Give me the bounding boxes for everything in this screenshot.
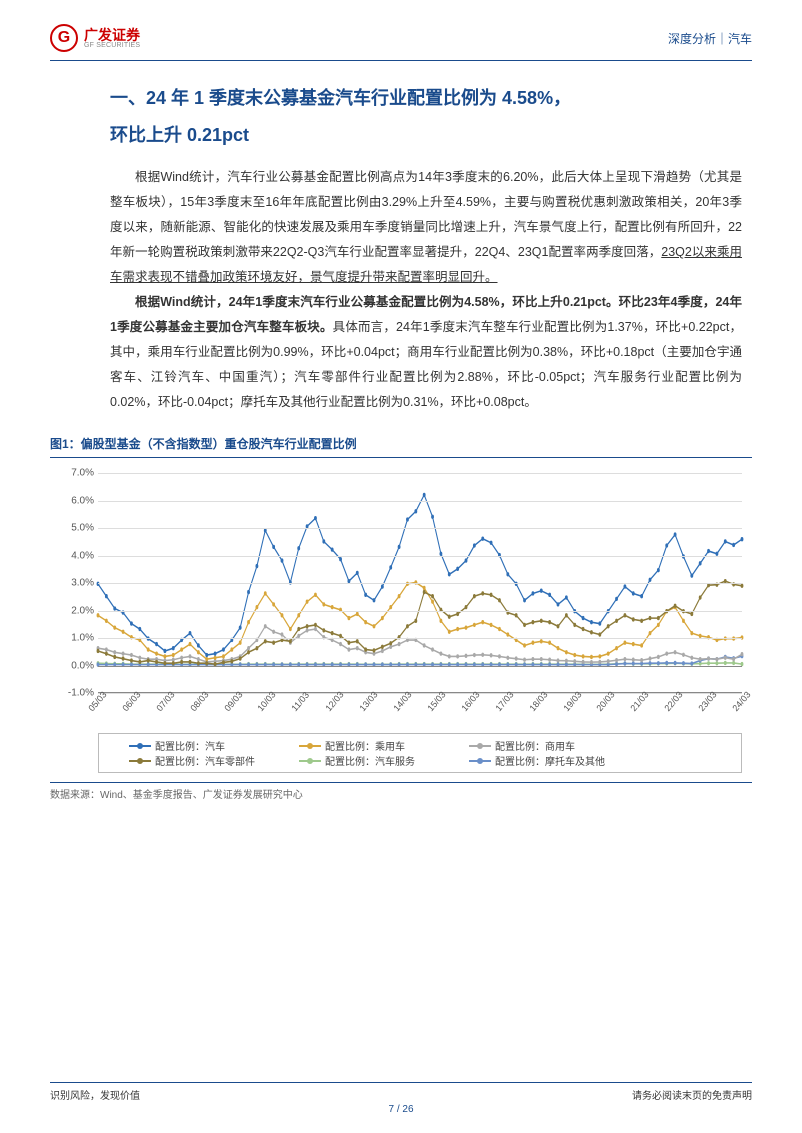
legend-swatch-icon: [469, 757, 491, 765]
legend-label: 配置比例：汽车: [155, 738, 225, 753]
y-tick-label: 5.0%: [71, 523, 94, 534]
legend-label: 配置比例：商用车: [495, 738, 575, 753]
header-category: 深度分析｜汽车: [668, 30, 752, 47]
x-tick-label: 18/03: [527, 690, 549, 714]
grid-line: [98, 611, 742, 612]
x-tick-label: 22/03: [663, 690, 685, 714]
figure-title: 图1：偏股型基金（不含指数型）重仓股汽车行业配置比例: [50, 435, 752, 458]
y-tick-label: 7.0%: [71, 468, 94, 479]
x-tick-label: 17/03: [493, 690, 515, 714]
y-tick-label: -1.0%: [68, 688, 94, 699]
y-tick-label: 2.0%: [71, 605, 94, 616]
legend-swatch-icon: [129, 742, 151, 750]
x-tick-label: 06/03: [120, 690, 142, 714]
page-header: G 广发证券 GF SECURITIES 深度分析｜汽车: [0, 0, 802, 60]
footer-left: 识别风险，发现价值: [50, 1087, 140, 1102]
section-heading-line1: 一、24 年 1 季度末公募基金汽车行业配置比例为 4.58%，: [110, 81, 742, 115]
legend-label: 配置比例：汽车服务: [325, 753, 415, 768]
grid-line: [98, 501, 742, 502]
x-tick-label: 21/03: [629, 690, 651, 714]
legend-item: 配置比例：商用车: [469, 738, 619, 753]
legend-swatch-icon: [299, 757, 321, 765]
plot-area: [98, 473, 742, 693]
footer-divider: [50, 1082, 752, 1083]
legend-label: 配置比例：摩托车及其他: [495, 753, 605, 768]
legend-item: 配置比例：摩托车及其他: [469, 753, 619, 768]
grid-line: [98, 528, 742, 529]
x-tick-label: 08/03: [188, 690, 210, 714]
figure-source: 数据来源：Wind、基金季度报告、广发证券发展研究中心: [50, 782, 752, 801]
figure-block: 图1：偏股型基金（不含指数型）重仓股汽车行业配置比例 -1.0% 0.0% 1.0%…: [50, 435, 752, 801]
legend-swatch-icon: [299, 742, 321, 750]
grid-line: [98, 556, 742, 557]
legend-item: 配置比例：汽车零部件: [129, 753, 279, 768]
x-tick-label: 15/03: [425, 690, 447, 714]
legend-label: 配置比例：汽车零部件: [155, 753, 255, 768]
grid-line: [98, 583, 742, 584]
legend-swatch-icon: [469, 742, 491, 750]
x-tick-label: 20/03: [595, 690, 617, 714]
x-tick-label: 07/03: [154, 690, 176, 714]
y-tick-label: 6.0%: [71, 495, 94, 506]
x-tick-label: 19/03: [561, 690, 583, 714]
x-axis: 05/0306/0307/0308/0309/0310/0311/0312/03…: [98, 693, 742, 723]
x-tick-label: 09/03: [222, 690, 244, 714]
x-tick-label: 23/03: [697, 690, 719, 714]
logo-text: 广发证券 GF SECURITIES: [84, 28, 140, 49]
legend-item: 配置比例：汽车: [129, 738, 279, 753]
grid-line: [98, 473, 742, 474]
footer-row: 识别风险，发现价值 请务必阅读末页的免责声明: [50, 1087, 752, 1102]
legend-item: 配置比例：乘用车: [299, 738, 449, 753]
x-tick-label: 12/03: [324, 690, 346, 714]
grid-line: [98, 666, 742, 667]
x-tick-label: 14/03: [391, 690, 413, 714]
logo-mark-icon: G: [50, 24, 78, 52]
legend-label: 配置比例：乘用车: [325, 738, 405, 753]
y-tick-label: 0.0%: [71, 660, 94, 671]
chart-legend: 配置比例：汽车 配置比例：乘用车 配置比例：商用车配置比例：汽车零部件 配置比例：汽车…: [98, 733, 742, 773]
section-heading-line2: 环比上升 0.21pct: [110, 121, 742, 147]
chart-container: -1.0%0.0%1.0%2.0%3.0%4.0%5.0%6.0%7.0% 05…: [50, 468, 752, 778]
y-tick-label: 3.0%: [71, 578, 94, 589]
y-axis: -1.0% 0.0% 1.0% 2.0% 3.0% 4.0% 5.0% 6.0% 7.0%: [50, 468, 98, 728]
y-tick-label: 4.0%: [71, 550, 94, 561]
legend-item: 配置比例：汽车服务: [299, 753, 449, 768]
logo: G 广发证券 GF SECURITIES: [50, 24, 140, 52]
content-body: 一、24 年 1 季度末公募基金汽车行业配置比例为 4.58%， 环比上升 0.…: [0, 61, 802, 415]
paragraph-1-text: 根据Wind统计，汽车行业公募基金配置比例高点为14年3季度末的6.20%，此后…: [110, 170, 742, 259]
y-tick-label: 1.0%: [71, 633, 94, 644]
logo-en: GF SECURITIES: [84, 42, 140, 49]
x-tick-label: 10/03: [256, 690, 278, 714]
x-tick-label: 11/03: [290, 690, 312, 713]
page-number: 7 / 26: [50, 1104, 752, 1115]
legend-swatch-icon: [129, 757, 151, 765]
footer-right: 请务必阅读末页的免责声明: [632, 1087, 752, 1102]
page-footer: 识别风险，发现价值 请务必阅读末页的免责声明 7 / 26: [0, 1082, 802, 1115]
logo-cn: 广发证券: [84, 28, 140, 42]
x-tick-label: 24/03: [730, 690, 752, 714]
paragraph-2: 根据Wind统计，24年1季度末汽车行业公募基金配置比例为4.58%，环比上升0…: [110, 290, 742, 415]
x-tick-label: 16/03: [459, 690, 481, 714]
grid-line: [98, 638, 742, 639]
x-tick-label: 13/03: [358, 690, 380, 714]
paragraph-1: 根据Wind统计，汽车行业公募基金配置比例高点为14年3季度末的6.20%，此后…: [110, 165, 742, 290]
